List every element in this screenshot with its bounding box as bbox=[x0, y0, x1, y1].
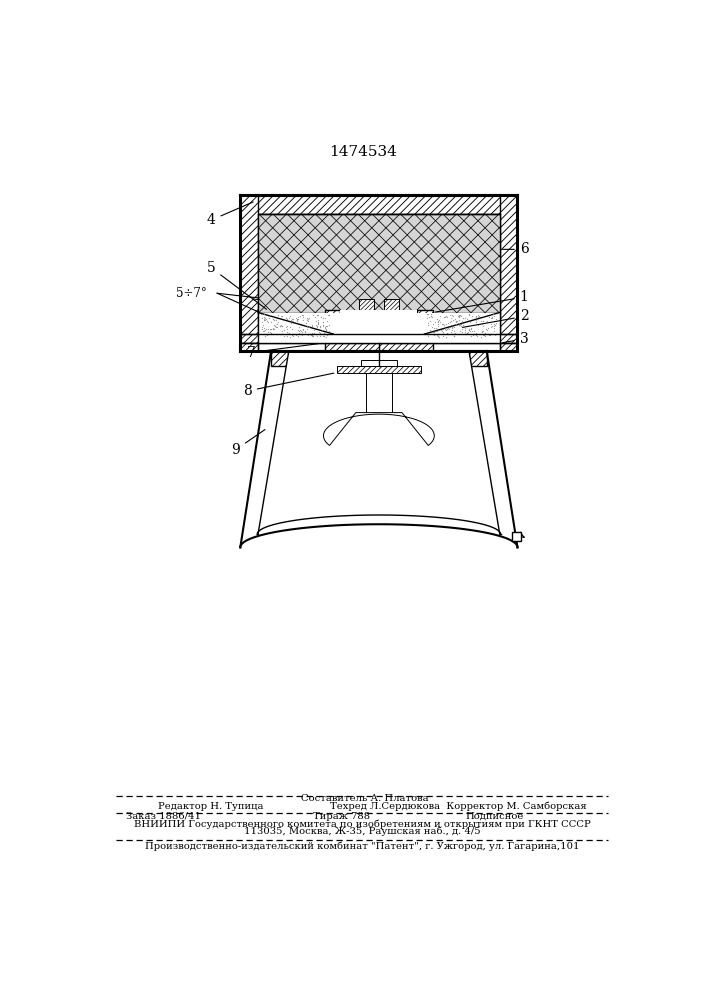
Polygon shape bbox=[240, 195, 258, 336]
Polygon shape bbox=[325, 343, 433, 351]
Text: Тираж 788: Тираж 788 bbox=[313, 812, 370, 821]
Polygon shape bbox=[271, 351, 288, 366]
Polygon shape bbox=[240, 343, 258, 351]
Text: Техред Л.Сердюкова  Корректор М. Самборская: Техред Л.Сердюкова Корректор М. Самборск… bbox=[329, 801, 586, 811]
Polygon shape bbox=[325, 310, 340, 343]
Text: 5: 5 bbox=[207, 261, 267, 309]
Polygon shape bbox=[271, 351, 288, 366]
Polygon shape bbox=[258, 214, 500, 312]
Polygon shape bbox=[240, 195, 518, 214]
Polygon shape bbox=[359, 299, 373, 310]
Polygon shape bbox=[258, 214, 500, 312]
Polygon shape bbox=[240, 195, 258, 336]
Text: 3: 3 bbox=[503, 332, 529, 346]
Text: ВНИИПИ Государственного комитета по изобретениям и открытиям при ГКНТ СССР: ВНИИПИ Государственного комитета по изоб… bbox=[134, 819, 591, 829]
Polygon shape bbox=[325, 343, 433, 351]
Polygon shape bbox=[385, 299, 399, 310]
Polygon shape bbox=[469, 351, 486, 366]
Text: 1: 1 bbox=[436, 290, 529, 312]
Polygon shape bbox=[257, 351, 501, 534]
Text: 7: 7 bbox=[247, 344, 318, 360]
Text: Заказ 1886/41: Заказ 1886/41 bbox=[126, 812, 201, 821]
Polygon shape bbox=[385, 299, 399, 310]
Polygon shape bbox=[325, 310, 340, 343]
Polygon shape bbox=[369, 351, 389, 360]
Polygon shape bbox=[240, 334, 518, 343]
Text: 1474534: 1474534 bbox=[329, 145, 397, 159]
Text: 4: 4 bbox=[206, 202, 253, 227]
Polygon shape bbox=[337, 366, 421, 373]
Polygon shape bbox=[366, 373, 392, 413]
Polygon shape bbox=[417, 310, 433, 343]
Polygon shape bbox=[240, 195, 518, 214]
Polygon shape bbox=[417, 310, 433, 343]
Polygon shape bbox=[512, 532, 521, 541]
Polygon shape bbox=[359, 299, 373, 310]
Polygon shape bbox=[240, 343, 258, 351]
Text: 6: 6 bbox=[503, 242, 529, 256]
Text: Редактор Н. Тупица: Редактор Н. Тупица bbox=[158, 802, 264, 811]
Polygon shape bbox=[337, 366, 421, 373]
Polygon shape bbox=[500, 195, 518, 336]
Text: 8: 8 bbox=[243, 373, 334, 398]
Polygon shape bbox=[369, 351, 389, 360]
Polygon shape bbox=[500, 195, 518, 336]
Polygon shape bbox=[500, 343, 518, 351]
Polygon shape bbox=[469, 351, 486, 366]
Text: Составитель А. Платова: Составитель А. Платова bbox=[301, 794, 429, 803]
Polygon shape bbox=[500, 343, 518, 351]
Polygon shape bbox=[258, 214, 500, 312]
Text: Подписное: Подписное bbox=[466, 812, 524, 821]
Polygon shape bbox=[324, 413, 434, 445]
Text: 9: 9 bbox=[232, 430, 265, 457]
Polygon shape bbox=[340, 310, 417, 343]
Text: 2: 2 bbox=[462, 309, 529, 327]
Text: Производственно-издательский комбинат "Патент", г. Ужгород, ул. Гагарина,101: Производственно-издательский комбинат "П… bbox=[145, 841, 580, 851]
Polygon shape bbox=[258, 312, 500, 343]
Polygon shape bbox=[361, 360, 397, 366]
Text: 113035, Москва, Ж-35, Раушская наб., д. 4/5: 113035, Москва, Ж-35, Раушская наб., д. … bbox=[244, 827, 481, 836]
Polygon shape bbox=[240, 334, 518, 343]
Text: 5÷7°: 5÷7° bbox=[177, 287, 207, 300]
